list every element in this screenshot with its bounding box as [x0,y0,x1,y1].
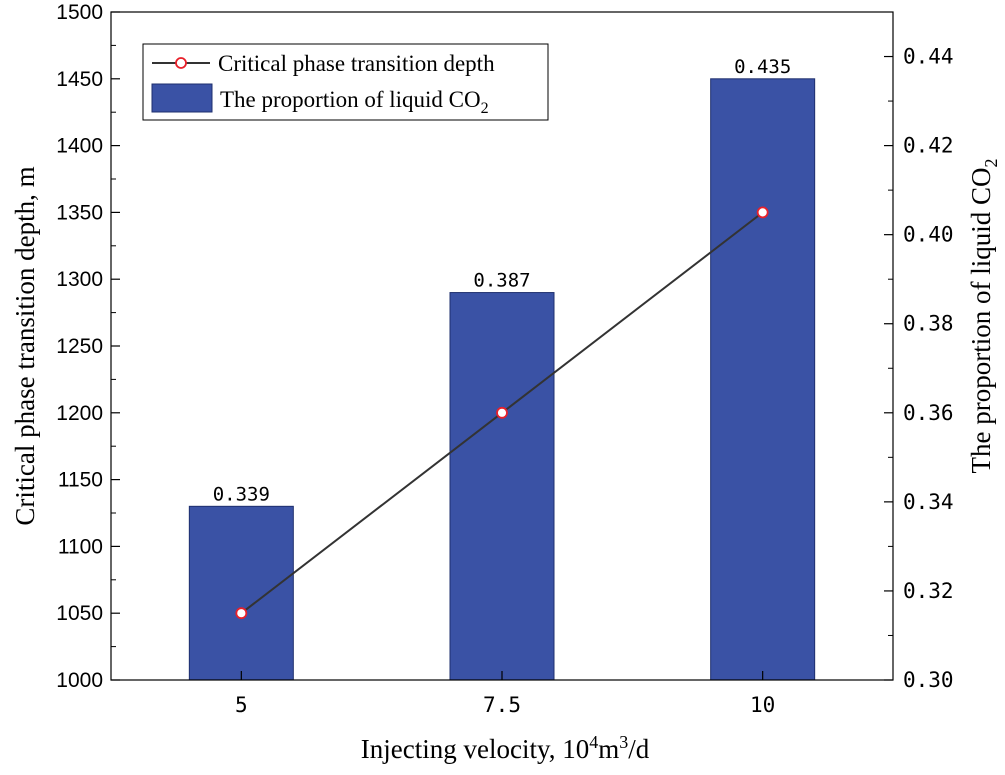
bar-1 [449,292,555,681]
y-right-tick-label-4: 0.38 [903,312,954,336]
legend-label-bar-sub: 2 [481,100,489,117]
depth-point-1 [496,406,508,419]
bar-2 [710,78,816,681]
bar-labels-layer: 0.339 0.387 0.435 [213,56,792,506]
line-layer [235,206,769,620]
y-left-tick-label-8: 1400 [56,135,103,158]
bar-value-label-1: 0.387 [473,270,530,292]
x-tick-label-2: 10 [750,693,775,717]
x-axis-title-tail: /d [628,734,650,764]
y-left-tick-label-0: 1000 [56,669,103,692]
x-axis-title-sup2: 3 [619,732,628,752]
y-left-tick-label-1: 1050 [56,602,103,625]
x-axis-title-sup1: 4 [589,732,598,752]
depth-point-2 [756,206,769,219]
bar-value-label-0: 0.339 [213,483,270,505]
legend: Critical phase transition depth The prop… [142,43,549,121]
y-right-tick-label-2: 0.34 [903,490,954,514]
bar-value-label-2: 0.435 [734,56,791,78]
x-axis-title: Injecting velocity, 104m3/d [361,732,650,764]
x-tick-label-0: 5 [235,693,248,717]
ticks-layer: 1000 1050 1100 1150 1200 1250 1300 1350 1400 1450… [56,1,953,717]
bar-0 [188,505,294,681]
x-tick-label-1: 7.5 [483,693,521,717]
y-left-tick-label-9: 1450 [56,68,103,91]
y-right-tick-label-6: 0.42 [903,134,954,158]
y-right-tick-label-5: 0.40 [903,223,954,247]
y-right-tick-label-0: 0.30 [903,668,954,692]
y-right-tick-label-7: 0.44 [903,45,954,69]
legend-label-bar-main: The proportion of liquid CO [220,87,481,112]
y-left-tick-label-3: 1150 [58,469,103,492]
bars-layer [188,78,816,681]
legend-label-bar: The proportion of liquid CO2 [220,87,489,117]
x-axis-title-main: Injecting velocity, 10 [361,734,589,764]
y-axis-right-title-main: The proportion of liquid CO [966,168,996,474]
depth-point-0 [235,607,248,620]
y-axis-left-title: Critical phase transition depth, m [10,166,40,525]
y-left-tick-label-5: 1250 [56,335,103,358]
y-axis-right-title: The proportion of liquid CO2 [966,159,1001,474]
y-right-tick-label-1: 0.32 [903,579,954,603]
legend-marker-swatch [175,57,187,69]
y-left-tick-label-6: 1300 [56,268,103,291]
y-axis-right-title-sub: 2 [981,159,1001,168]
legend-label-line: Critical phase transition depth [218,51,495,76]
y-right-tick-label-3: 0.36 [903,401,954,425]
y-left-tick-label-10: 1500 [56,1,103,24]
legend-bar-swatch [151,83,213,113]
y-left-tick-label-2: 1100 [58,535,103,558]
x-axis-title-mid: m [598,734,619,764]
y-left-tick-label-7: 1350 [56,201,103,224]
y-left-tick-label-4: 1200 [56,402,103,425]
